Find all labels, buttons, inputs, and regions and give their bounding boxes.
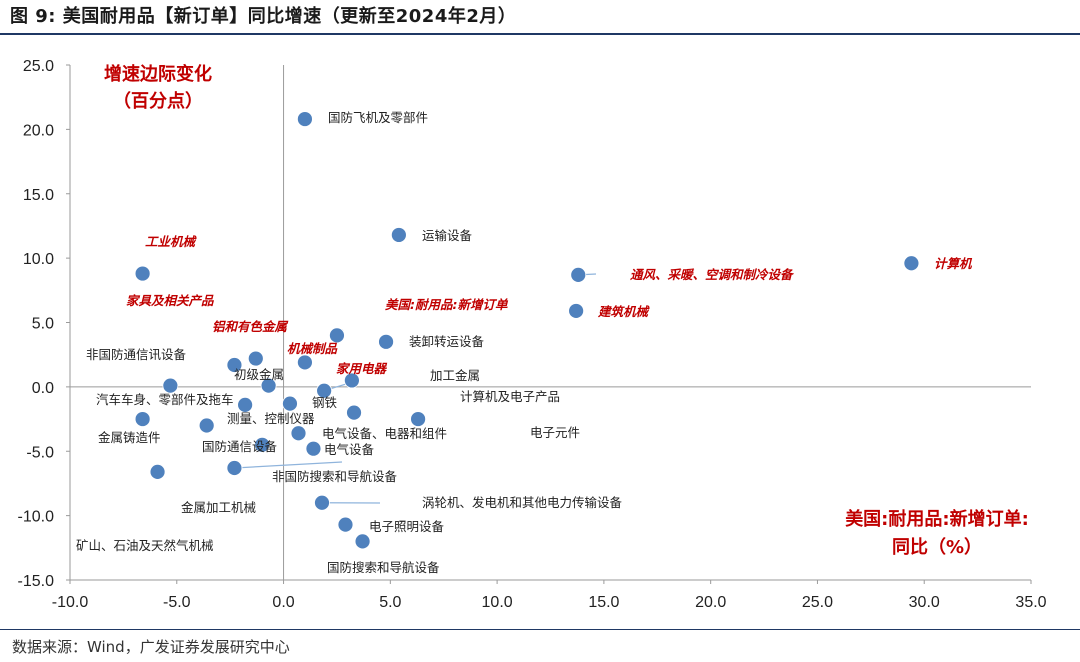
point-label: 非国防搜索和导航设备 (272, 469, 398, 484)
data-point (570, 266, 587, 283)
y-tick-label: -15.0 (18, 573, 55, 590)
data-point (354, 533, 371, 550)
data-point (390, 227, 407, 243)
y-tick-label: -5.0 (26, 444, 54, 461)
data-point (290, 425, 307, 442)
point-label: 电子元件 (530, 425, 580, 440)
data-point (297, 111, 313, 127)
point-label: 运输设备 (422, 228, 473, 243)
x-tick-label: 25.0 (802, 594, 833, 611)
data-point (337, 516, 354, 533)
point-label: 计算机及电子产品 (460, 389, 560, 404)
x-tick-label: 10.0 (482, 594, 513, 611)
point-label: 工业机械 (145, 234, 198, 249)
point-label: 金属加工机械 (181, 500, 257, 515)
data-points (134, 111, 920, 550)
point-label: 矿山、石油及天然气机械 (76, 538, 214, 553)
data-point (226, 357, 243, 373)
data-point (254, 436, 271, 453)
point-label: 电子照明设备 (369, 519, 445, 534)
title-divider (0, 33, 1080, 35)
y-axis-unit: （百分点） (113, 90, 203, 112)
data-point (305, 440, 322, 457)
data-point (316, 382, 333, 399)
figure-title: 图 9: 美国耐用品【新订单】同比增速（更新至2024年2月） (10, 6, 517, 27)
x-tick-label: 15.0 (588, 594, 619, 611)
axis-notes: 增速边际变化 （百分点） 美国:耐用品:新增订单: 同比（%） (104, 63, 1029, 558)
data-point (282, 395, 298, 412)
point-label: 初级金属 (234, 367, 284, 382)
point-label: 国防搜索和导航设备 (327, 560, 440, 575)
point-label: 国防通信设备 (202, 439, 278, 454)
data-point (903, 255, 920, 272)
point-label: 加工金属 (430, 368, 480, 383)
footer-divider (0, 629, 1080, 630)
data-point (343, 372, 360, 389)
point-label: 家用电器 (336, 361, 388, 376)
data-point (198, 417, 215, 434)
y-tick-label: 15.0 (23, 187, 54, 204)
x-tick-label: -10.0 (52, 594, 89, 611)
y-tick-label: 0.0 (32, 380, 54, 397)
data-point (162, 377, 179, 394)
point-label: 国防飞机及零部件 (328, 110, 428, 125)
data-point (226, 460, 243, 476)
point-label: 涡轮机、发电机和其他电力传输设备 (422, 495, 623, 510)
point-label: 电气设备、电器和组件 (322, 426, 447, 441)
data-point (260, 377, 277, 394)
data-point (329, 327, 345, 344)
x-tick-label: 0.0 (272, 594, 294, 611)
data-point (378, 333, 394, 350)
data-point (297, 354, 313, 371)
data-point (568, 303, 585, 319)
point-label: 钢铁 (312, 395, 338, 410)
y-tick-label: 20.0 (23, 122, 54, 139)
data-point (237, 396, 254, 413)
point-label: 美国:耐用品:新增订单 (385, 297, 509, 312)
x-axis-title: 美国:耐用品:新增订单: (845, 508, 1029, 530)
x-axis-unit: 同比（%） (892, 537, 982, 558)
point-label: 建筑机械 (597, 304, 651, 319)
data-point (346, 404, 362, 421)
y-tick-label: -10.0 (18, 509, 55, 526)
data-point (247, 350, 264, 367)
axes: -15.0 -10.0 -5.0 0.0 5.0 10.0 15.0 20.0 25.0 -10.… (18, 58, 1047, 611)
x-tick-label: 35.0 (1015, 594, 1046, 611)
point-label: 家具及相关产品 (126, 293, 215, 308)
point-label: 铝和有色金属 (212, 319, 289, 334)
x-tick-label: 5.0 (379, 594, 401, 611)
point-label: 装卸转运设备 (409, 334, 485, 349)
scatter-chart: -15.0 -10.0 -5.0 0.0 5.0 10.0 15.0 20.0 25.0 -10.… (18, 58, 1047, 611)
leader-line (234, 461, 343, 469)
x-tick-label: 30.0 (909, 594, 940, 611)
data-point (134, 265, 151, 282)
point-label: 金属铸造件 (98, 430, 161, 445)
data-point (314, 494, 330, 511)
point-label: 测量、控制仪器 (227, 411, 315, 426)
data-point (149, 463, 166, 480)
x-tick-label: 20.0 (695, 594, 726, 611)
point-label: 电气设备 (324, 442, 375, 457)
source-note: 数据来源：Wind，广发证券发展研究中心 (12, 638, 290, 656)
data-point (134, 411, 151, 427)
point-label: 机械制品 (287, 341, 339, 356)
point-label: 汽车车身、零部件及拖车 (96, 392, 234, 407)
x-tick-label: -5.0 (163, 594, 191, 611)
point-label: 计算机 (934, 256, 973, 271)
point-label: 非国防通信讯设备 (86, 347, 187, 362)
point-label: 通风、采暖、空调和制冷设备 (630, 267, 795, 282)
y-axis-title: 增速边际变化 (104, 63, 212, 85)
data-point (410, 411, 426, 427)
y-tick-label: 5.0 (32, 316, 54, 333)
y-tick-label: 25.0 (23, 58, 54, 75)
y-tick-label: 10.0 (23, 251, 54, 268)
